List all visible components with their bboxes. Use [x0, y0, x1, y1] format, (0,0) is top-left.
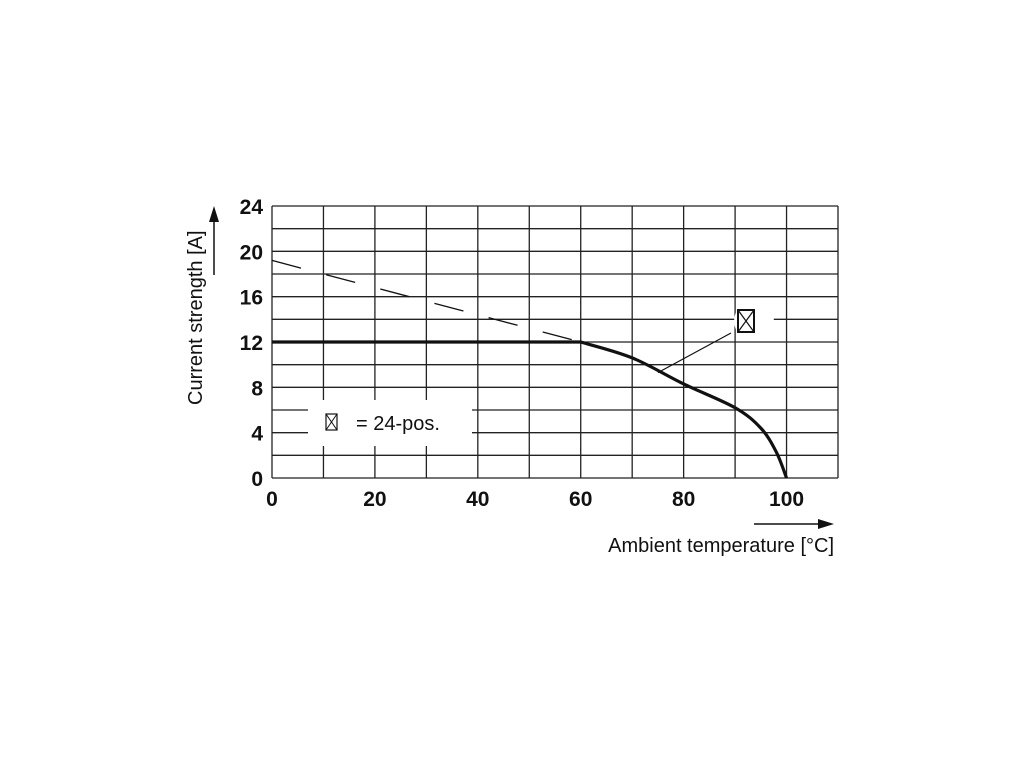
- grid: [271, 205, 839, 479]
- y-axis-arrow-icon: [209, 206, 219, 275]
- x-tick-label: 80: [672, 488, 695, 511]
- legend-text: = 24-pos.: [356, 413, 440, 435]
- annotation-symbol-icon: [737, 309, 755, 333]
- y-tick-label: 16: [240, 287, 263, 310]
- x-tick-label: 20: [363, 488, 386, 511]
- annotation-symbol-cross: [737, 309, 755, 333]
- y-axis-label: Current strength [A]: [185, 230, 207, 405]
- legend-box: [308, 400, 472, 446]
- series: [271, 259, 789, 479]
- x-tick-label: 60: [569, 488, 592, 511]
- x-tick-label: 40: [466, 488, 489, 511]
- x-tick-label: 0: [266, 488, 278, 511]
- series-line-solid: [272, 340, 789, 479]
- annotation: [657, 301, 774, 374]
- x-tick-label: 100: [769, 488, 804, 511]
- y-tick-label: 20: [240, 241, 263, 264]
- x-axis-label: Ambient temperature [°C]: [608, 535, 834, 557]
- y-tick-label: 24: [240, 196, 264, 219]
- x-axis-arrow-icon: [754, 519, 834, 529]
- y-tick-label: 0: [251, 468, 263, 491]
- ticks: 0 20 40 60 80 100 0 4 8 12 16 20 24: [240, 196, 804, 511]
- y-tick-label: 8: [251, 377, 263, 400]
- y-tick-label: 12: [240, 332, 263, 355]
- annotation-leader-line: [657, 332, 732, 374]
- legend-symbol-icon: [325, 413, 338, 431]
- y-tick-label: 4: [251, 423, 263, 446]
